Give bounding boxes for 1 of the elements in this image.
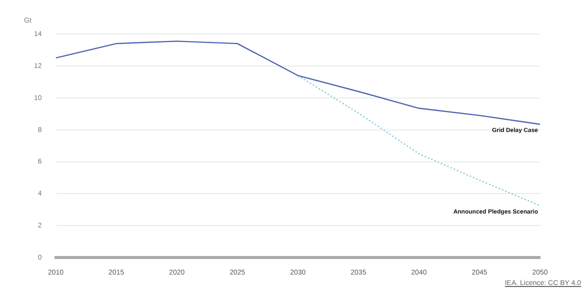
line-series xyxy=(297,74,540,206)
